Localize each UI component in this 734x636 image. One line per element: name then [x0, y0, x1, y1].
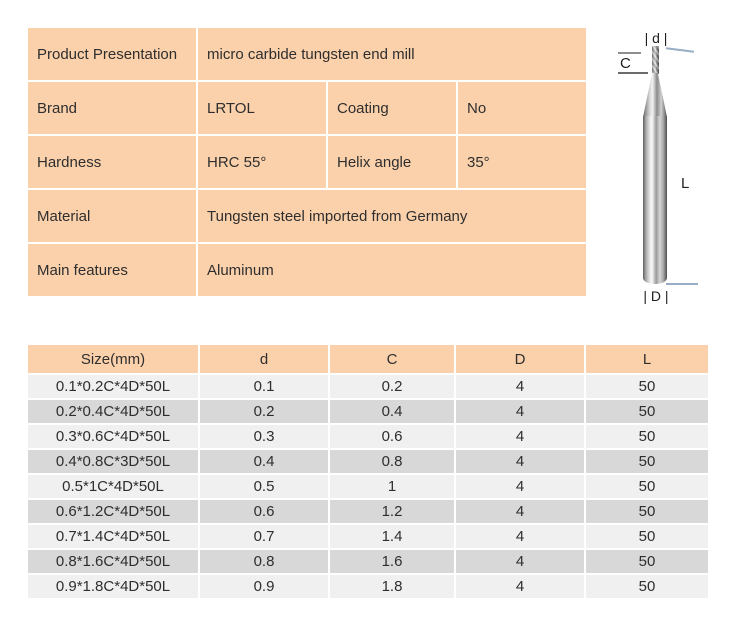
size-cell: 50: [586, 475, 708, 498]
spec-table-body: Product Presentation micro carbide tungst…: [28, 28, 586, 296]
spec-cell: Brand: [28, 82, 196, 134]
size-cell: 0.6: [200, 500, 328, 523]
size-cell: 0.7*1.4C*4D*50L: [28, 525, 198, 548]
diagram-label-big-d: | D |: [643, 288, 669, 304]
spec-row: Hardness HRC 55° Helix angle 35°: [28, 136, 586, 188]
size-cell: 0.5: [200, 475, 328, 498]
dimension-leader-top-right: [665, 47, 695, 53]
size-cell: 4: [456, 450, 584, 473]
size-cell: 0.6*1.2C*4D*50L: [28, 500, 198, 523]
spec-cell: Tungsten steel imported from Germany: [198, 190, 586, 242]
size-row: 0.9*1.8C*4D*50L 0.9 1.8 4 50: [28, 575, 708, 598]
size-row: 0.1*0.2C*4D*50L 0.1 0.2 4 50: [28, 375, 708, 398]
size-cell: 4: [456, 400, 584, 423]
size-row: 0.2*0.4C*4D*50L 0.2 0.4 4 50: [28, 400, 708, 423]
size-cell: 0.3*0.6C*4D*50L: [28, 425, 198, 448]
dimension-line-c: [618, 72, 648, 74]
size-cell: 0.5*1C*4D*50L: [28, 475, 198, 498]
size-cell: 50: [586, 500, 708, 523]
spec-cell: micro carbide tungsten end mill: [198, 28, 586, 80]
size-cell: 0.4: [200, 450, 328, 473]
spec-cell: Aluminum: [198, 244, 586, 296]
size-column-header: Size(mm): [28, 345, 198, 373]
end-mill-shank: [643, 116, 667, 284]
diagram-label-l: L: [681, 175, 690, 192]
spec-cell: Material: [28, 190, 196, 242]
size-row: 0.4*0.8C*3D*50L 0.4 0.8 4 50: [28, 450, 708, 473]
size-cell: 0.3: [200, 425, 328, 448]
spec-cell: Product Presentation: [28, 28, 196, 80]
diagram-label-c: C: [620, 55, 631, 72]
size-cell: 1: [330, 475, 454, 498]
size-cell: 50: [586, 425, 708, 448]
size-cell: 50: [586, 525, 708, 548]
size-cell: 0.4*0.8C*3D*50L: [28, 450, 198, 473]
size-row: 0.3*0.6C*4D*50L 0.3 0.6 4 50: [28, 425, 708, 448]
size-cell: 0.9: [200, 575, 328, 598]
spec-cell: LRTOL: [198, 82, 326, 134]
size-row: 0.6*1.2C*4D*50L 0.6 1.2 4 50: [28, 500, 708, 523]
size-column-header: D: [456, 345, 584, 373]
spec-table: Product Presentation micro carbide tungst…: [26, 26, 588, 298]
size-cell: 0.8*1.6C*4D*50L: [28, 550, 198, 573]
size-cell: 1.4: [330, 525, 454, 548]
size-table: Size(mm) d C D L 0.1*0.2C*4D*50L 0.1 0.2 4 50 0.2…: [26, 343, 710, 600]
size-cell: 0.1: [200, 375, 328, 398]
spec-cell: 35°: [458, 136, 586, 188]
end-mill-diagram: | d | C L | D |: [600, 20, 734, 320]
size-cell: 1.6: [330, 550, 454, 573]
size-cell: 4: [456, 425, 584, 448]
size-cell: 0.2*0.4C*4D*50L: [28, 400, 198, 423]
size-cell: 50: [586, 375, 708, 398]
size-cell: 1.8: [330, 575, 454, 598]
size-cell: 50: [586, 400, 708, 423]
size-cell: 0.8: [330, 450, 454, 473]
size-cell: 4: [456, 500, 584, 523]
size-cell: 0.2: [330, 375, 454, 398]
size-column-header: C: [330, 345, 454, 373]
size-cell: 4: [456, 375, 584, 398]
size-row: 0.5*1C*4D*50L 0.5 1 4 50: [28, 475, 708, 498]
size-column-header: L: [586, 345, 708, 373]
size-cell: 0.8: [200, 550, 328, 573]
spec-cell: No: [458, 82, 586, 134]
size-cell: 50: [586, 550, 708, 573]
size-table-header-row: Size(mm) d C D L: [28, 345, 708, 373]
size-cell: 50: [586, 575, 708, 598]
size-cell: 4: [456, 575, 584, 598]
spec-row: Product Presentation micro carbide tungst…: [28, 28, 586, 80]
spec-cell: Coating: [328, 82, 456, 134]
size-cell: 4: [456, 475, 584, 498]
size-cell: 4: [456, 550, 584, 573]
size-row: 0.7*1.4C*4D*50L 0.7 1.4 4 50: [28, 525, 708, 548]
size-cell: 4: [456, 525, 584, 548]
diagram-label-d: | d |: [644, 30, 668, 46]
dimension-line-top-left: [618, 52, 641, 54]
spec-cell: Hardness: [28, 136, 196, 188]
spec-cell: HRC 55°: [198, 136, 326, 188]
size-cell: 0.6: [330, 425, 454, 448]
size-table-body: 0.1*0.2C*4D*50L 0.1 0.2 4 50 0.2*0.4C*4D*50L 0…: [28, 375, 708, 598]
size-cell: 0.4: [330, 400, 454, 423]
size-column-header: d: [200, 345, 328, 373]
size-cell: 50: [586, 450, 708, 473]
end-mill-taper: [643, 73, 667, 117]
size-cell: 1.2: [330, 500, 454, 523]
spec-cell: Main features: [28, 244, 196, 296]
spec-cell: Helix angle: [328, 136, 456, 188]
dimension-line-bottom: [666, 283, 698, 285]
size-cell: 0.1*0.2C*4D*50L: [28, 375, 198, 398]
size-cell: 0.9*1.8C*4D*50L: [28, 575, 198, 598]
size-cell: 0.2: [200, 400, 328, 423]
spec-row: Main features Aluminum: [28, 244, 586, 296]
end-mill-tip: [652, 46, 659, 74]
spec-row: Material Tungsten steel imported from Ger…: [28, 190, 586, 242]
size-cell: 0.7: [200, 525, 328, 548]
spec-row: Brand LRTOL Coating No: [28, 82, 586, 134]
size-row: 0.8*1.6C*4D*50L 0.8 1.6 4 50: [28, 550, 708, 573]
